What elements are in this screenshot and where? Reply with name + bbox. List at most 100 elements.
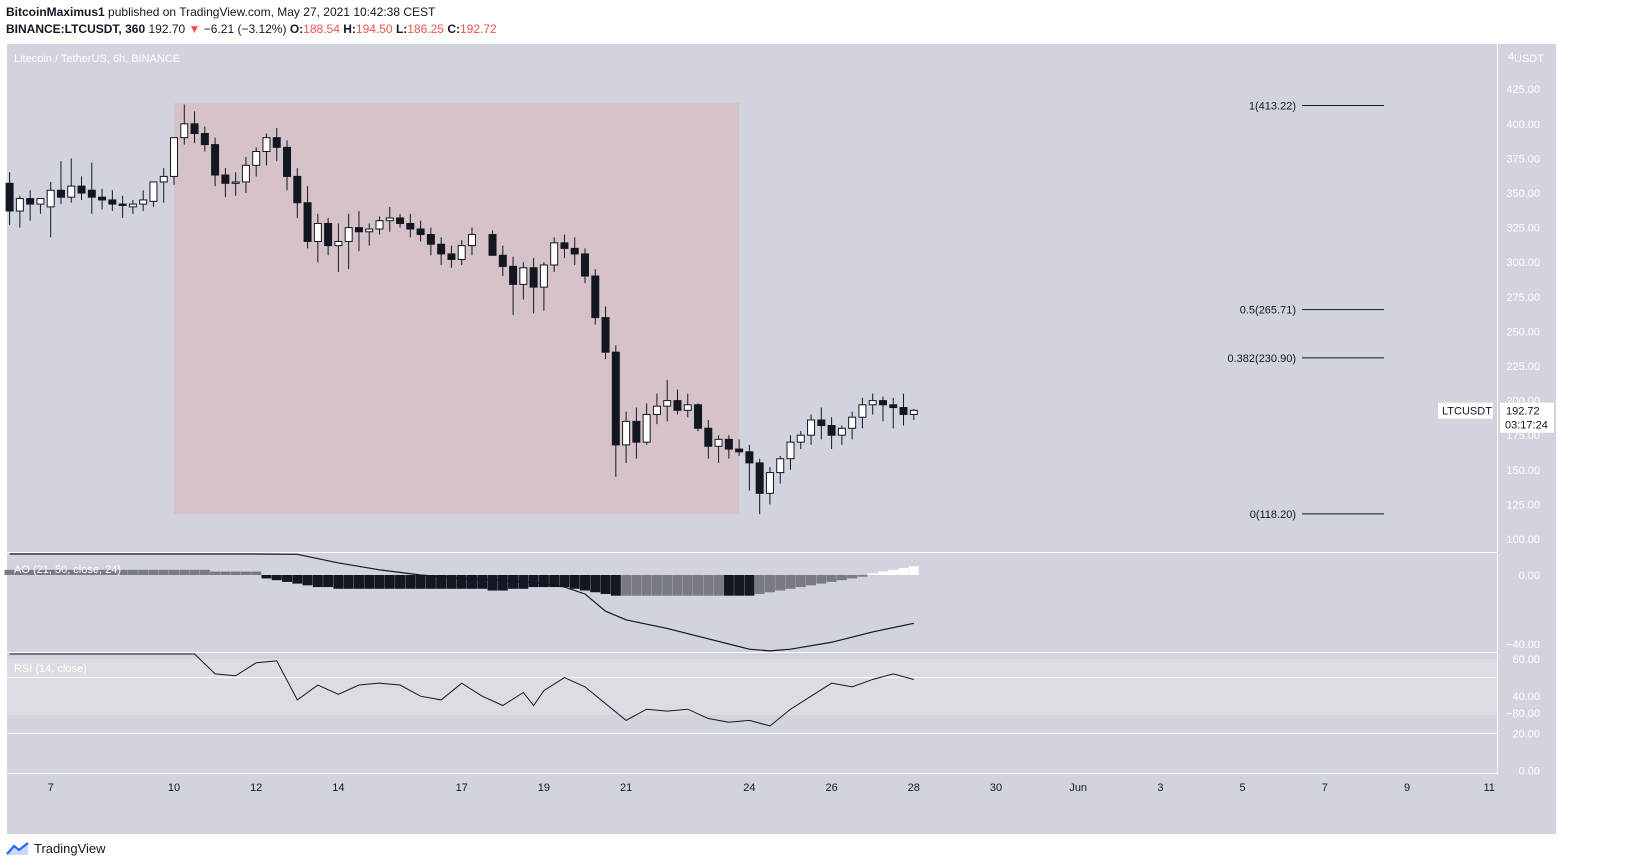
candle-down (827, 425, 836, 436)
candle-down (354, 227, 363, 233)
candle-up (15, 198, 24, 212)
ao-histogram-bar (282, 575, 293, 582)
candle-up (776, 458, 785, 474)
rsi-axis-tick: 60.00 (1512, 654, 1540, 666)
candle-up (241, 164, 250, 183)
publish-header: BitcoinMaximus1 published on TradingView… (0, 0, 1627, 44)
tradingview-brand[interactable]: TradingView (6, 841, 106, 856)
candle-down (221, 174, 230, 184)
candle-up (796, 434, 805, 443)
time-axis-tick: 7 (1322, 782, 1328, 794)
ao-histogram-bar (55, 569, 66, 575)
price-axis-tick: 125.00 (1506, 499, 1540, 511)
candle-up (909, 409, 918, 415)
candle-up (385, 217, 394, 222)
price-change: −6.21 (−3.12%) (203, 22, 287, 36)
candle-up (550, 242, 559, 266)
candle-down (498, 254, 507, 267)
candle-up (180, 123, 189, 139)
ao-histogram-bar (898, 568, 909, 575)
ao-histogram-bar (138, 569, 149, 575)
price-axis-tick: 100.00 (1506, 534, 1540, 546)
ao-histogram-bar (35, 569, 46, 575)
ao-histogram-bar (641, 575, 652, 596)
fib-level-label: 0.382(230.90) (1228, 353, 1297, 365)
candle-down (190, 123, 199, 135)
candle-up (714, 438, 723, 447)
ao-histogram-bar (723, 575, 734, 596)
ao-axis-tick: −40.00 (1506, 639, 1540, 651)
series-name-badge (1438, 402, 1493, 419)
ao-histogram-bar (744, 575, 755, 596)
time-axis-tick: Jun (1069, 782, 1087, 794)
time-axis-tick: 17 (456, 782, 468, 794)
candle-down (488, 234, 497, 256)
ao-histogram-bar (631, 575, 642, 596)
candle-up (848, 416, 857, 429)
candle-up (334, 240, 343, 247)
ao-histogram-bar (199, 569, 210, 575)
low-value: 186.25 (407, 22, 444, 36)
ao-histogram-bar (867, 573, 878, 575)
time-axis-tick: 30 (990, 782, 1002, 794)
time-axis-tick: 26 (825, 782, 837, 794)
candle-up (868, 400, 877, 406)
change-arrow-icon: ▼ (188, 22, 201, 36)
last-price-label: 192.72 (1506, 406, 1540, 418)
downtrend-highlight-box (174, 103, 740, 515)
ao-histogram-bar (117, 569, 128, 575)
ao-histogram-bar (14, 569, 25, 575)
time-axis-tick: 9 (1404, 782, 1410, 794)
ao-histogram-bar (857, 575, 868, 577)
ao-histogram-bar (682, 575, 693, 596)
ao-histogram-bar (477, 575, 488, 589)
ao-histogram-bar (888, 569, 899, 575)
last-price: 192.70 (148, 22, 186, 36)
ao-histogram-bar (292, 575, 303, 584)
candle-up (231, 181, 240, 184)
publish-line: BitcoinMaximus1 published on TradingView… (6, 5, 435, 19)
ao-histogram-bar (86, 569, 97, 575)
ao-histogram-bar (754, 575, 765, 594)
ao-histogram-bar (600, 575, 611, 594)
price-axis-tick: 425.00 (1506, 84, 1540, 96)
ao-histogram-bar (847, 575, 858, 579)
candle-down (724, 438, 733, 450)
open-value: 188.54 (303, 22, 340, 36)
candle-up (622, 420, 631, 446)
published-text: published on TradingView.com, May 27, 20… (108, 5, 436, 19)
time-axis-tick: 19 (538, 782, 550, 794)
ao-histogram-bar (528, 575, 539, 588)
publisher-name[interactable]: BitcoinMaximus1 (6, 5, 105, 19)
ao-histogram-bar (395, 575, 406, 589)
ao-histogram-bar (189, 569, 200, 575)
ao-histogram-bar (806, 575, 817, 586)
ao-histogram-bar (333, 575, 344, 589)
candle-down (704, 427, 713, 447)
price-axis-tick: 150.00 (1506, 465, 1540, 477)
ao-axis-tick: 0.00 (1519, 570, 1540, 582)
pane-separator-3 (7, 773, 1497, 774)
price-axis-border (1497, 44, 1498, 774)
candle-down (406, 222, 415, 230)
candle-up (457, 245, 466, 260)
candle-down (5, 182, 14, 212)
time-axis-tick: 10 (168, 782, 180, 794)
ao-histogram-bar (621, 575, 632, 596)
price-axis-tick: 325.00 (1506, 223, 1540, 235)
candle-up (262, 137, 271, 153)
ao-histogram-bar (343, 575, 354, 589)
candle-up (36, 198, 45, 205)
candle-down (118, 203, 127, 206)
ao-histogram-bar (569, 575, 580, 589)
ao-histogram-bar (651, 575, 662, 596)
candle-up (375, 220, 384, 230)
ao-histogram-bar (580, 575, 590, 591)
time-axis-tick: 12 (250, 782, 262, 794)
symbol-label[interactable]: BINANCE:LTCUSDT, 360 (6, 22, 146, 36)
ao-histogram-bar (240, 571, 251, 575)
candle-down (694, 404, 703, 429)
candle-down (509, 265, 518, 285)
ao-axis-tick: −80.00 (1506, 708, 1540, 720)
